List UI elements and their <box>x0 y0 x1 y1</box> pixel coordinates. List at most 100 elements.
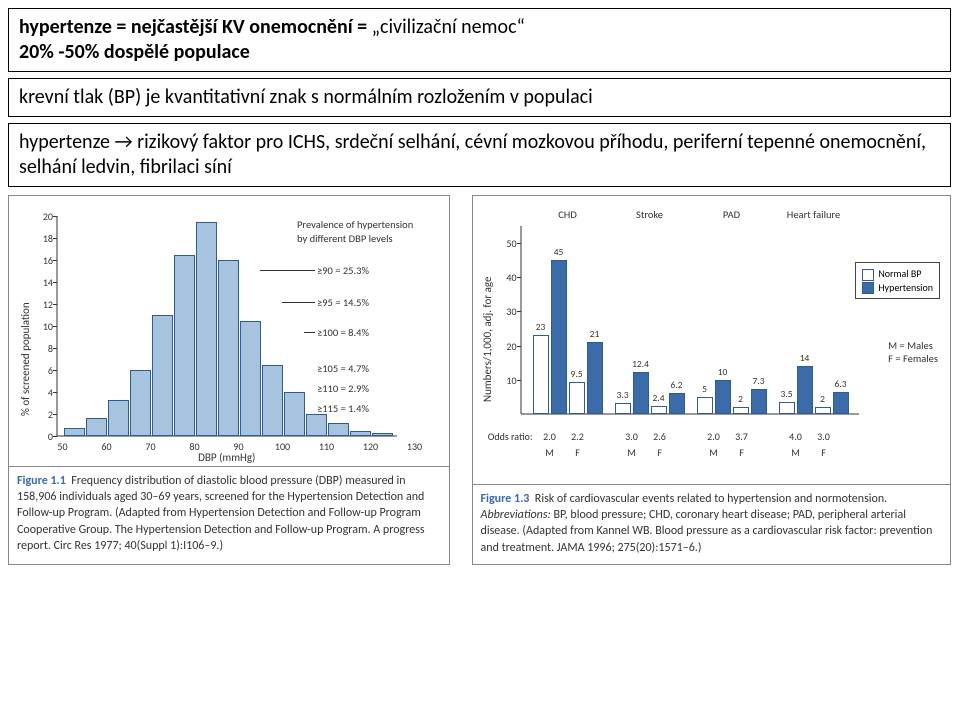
right-bar-value: 10 <box>718 366 728 378</box>
risk-factor-box: hypertenze → rizikový faktor pro ICHS, s… <box>8 123 951 187</box>
right-bar-value: 45 <box>554 246 564 258</box>
legend-mf: M = Males F = Females <box>888 339 938 365</box>
left-bar <box>372 433 393 436</box>
left-fig-number: Figure 1.1 <box>17 474 66 488</box>
prevalence-line: ≥105 = 4.7% <box>317 362 369 375</box>
odds-value: 3.0 <box>813 430 835 443</box>
left-ytick: 12 <box>37 298 53 311</box>
legend-swatch-normal <box>862 269 874 281</box>
left-bar <box>108 400 129 436</box>
right-bar-value: 5 <box>702 383 707 395</box>
right-bar <box>715 380 731 414</box>
right-category-label: Heart failure <box>787 208 840 221</box>
right-ytick: 20 <box>501 340 517 353</box>
legend-normal-text: Normal BP <box>878 267 921 280</box>
right-caption-text: Risk of cardiovascular events related to… <box>481 492 933 555</box>
right-bar <box>551 260 567 414</box>
odds-value: 3.0 <box>621 430 643 443</box>
left-ytick: 14 <box>37 276 53 289</box>
right-bar-value: 2 <box>738 393 743 405</box>
prevalence-line: ≥90 = 25.3% <box>317 264 369 277</box>
right-bar <box>815 407 831 414</box>
right-bar-value: 2.4 <box>653 392 665 404</box>
left-bar <box>218 260 239 436</box>
right-bar <box>751 389 767 414</box>
def-line1a: hypertenze = nejčastější KV onemocnění = <box>19 15 372 39</box>
right-figure-panel: Numbers/1,000, adj. for age 1020304050 C… <box>472 195 951 565</box>
left-figure-panel: % of screened population 024681012141618… <box>8 195 450 565</box>
left-plot-area: % of screened population 024681012141618… <box>17 206 441 466</box>
right-caption: Figure 1.3 Risk of cardiovascular events… <box>473 484 950 564</box>
right-category-label: PAD <box>723 208 740 221</box>
left-bar <box>284 392 305 436</box>
right-bar <box>779 402 795 414</box>
right-bar-value: 21 <box>590 328 600 340</box>
left-ytick: 18 <box>37 232 53 245</box>
right-bar-value: 6.2 <box>671 379 683 391</box>
prevalence-title: Prevalence of hypertension <box>297 218 413 231</box>
right-ytick: 10 <box>501 374 517 387</box>
right-bar-value: 6.3 <box>835 378 847 390</box>
right-ytick: 40 <box>501 271 517 284</box>
right-bar-value: 2 <box>820 393 825 405</box>
right-bar <box>633 372 649 414</box>
legend-f-text: F = Females <box>888 352 938 365</box>
right-bar <box>797 366 813 414</box>
bp-distribution-box: krevní tlak (BP) je kvantitativní znak s… <box>8 78 951 117</box>
charts-row: % of screened population 024681012141618… <box>8 195 951 565</box>
odds-value: 2.6 <box>649 430 671 443</box>
bp-dist-text: krevní tlak (BP) je kvantitativní znak s… <box>19 85 593 109</box>
mf-label: F <box>813 446 835 459</box>
left-xlabel: DBP (mmHg) <box>57 451 397 464</box>
right-bar-value: 9.5 <box>571 368 583 380</box>
right-bar <box>697 397 713 414</box>
mf-label: F <box>649 446 671 459</box>
right-bar <box>651 406 667 414</box>
left-xtick: 130 <box>405 440 425 453</box>
prevalence-line: ≥110 = 2.9% <box>317 382 369 395</box>
legend-ht-text: Hypertension <box>878 281 933 294</box>
left-bar <box>130 370 151 436</box>
right-bar-value: 23 <box>536 321 546 333</box>
right-plot-area: Numbers/1,000, adj. for age 1020304050 C… <box>479 204 944 484</box>
left-ytick: 2 <box>37 408 53 421</box>
right-bar <box>533 335 549 414</box>
right-bar-value: 3.5 <box>781 388 793 400</box>
left-bar <box>350 431 371 437</box>
left-ytick: 0 <box>37 430 53 443</box>
left-ytick: 16 <box>37 254 53 267</box>
left-bar <box>328 423 349 436</box>
mf-label: M <box>539 446 561 459</box>
left-bar <box>64 428 85 436</box>
odds-ratio-label: Odds ratio: <box>479 430 533 443</box>
odds-value: 2.0 <box>539 430 561 443</box>
left-ytick: 8 <box>37 342 53 355</box>
right-ytick: 50 <box>501 237 517 250</box>
left-bar <box>152 315 173 436</box>
legend-swatch-ht <box>862 282 874 294</box>
right-bar-value: 12.4 <box>632 358 649 370</box>
left-bar <box>196 222 217 437</box>
mf-label: M <box>703 446 725 459</box>
left-caption: Figure 1.1 Frequency distribution of dia… <box>9 466 449 562</box>
left-ytick: 10 <box>37 320 53 333</box>
odds-value: 3.7 <box>731 430 753 443</box>
right-category-label: CHD <box>558 208 577 221</box>
right-bar-value: 14 <box>800 352 810 364</box>
right-bar <box>733 407 749 414</box>
prevalence-line: ≥100 = 8.4% <box>317 326 369 339</box>
right-category-label: Stroke <box>636 208 663 221</box>
mf-label: M <box>621 446 643 459</box>
def-line2: 20% -50% dospělé populace <box>19 40 940 65</box>
right-bar <box>833 392 849 414</box>
def-line1b: „civilizační nemoc“ <box>372 15 525 39</box>
definition-box: hypertenze = nejčastější KV onemocnění =… <box>8 8 951 72</box>
left-bar <box>262 365 283 437</box>
right-fig-number: Figure 1.3 <box>481 492 530 506</box>
odds-value: 4.0 <box>785 430 807 443</box>
right-bar <box>569 382 585 414</box>
left-bar <box>306 414 327 436</box>
prevalence-line: ≥115 = 1.4% <box>317 402 369 415</box>
risk-text: hypertenze → rizikový faktor pro ICHS, s… <box>19 130 926 179</box>
right-bar <box>669 393 685 414</box>
